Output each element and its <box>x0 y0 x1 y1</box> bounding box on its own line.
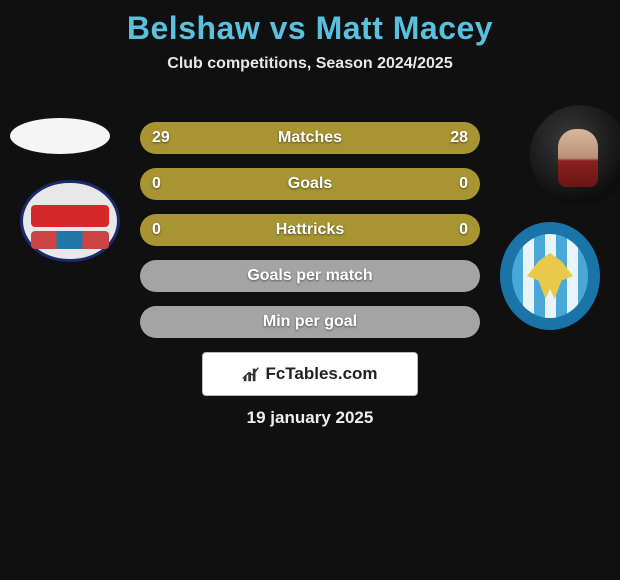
fctables-logo-box: FcTables.com <box>202 352 418 396</box>
stats-area: 29 Matches 28 0 Goals 0 0 Hattricks 0 Go… <box>140 122 480 352</box>
club-badge-left <box>20 180 120 262</box>
fctables-logo-text: FcTables.com <box>265 364 377 384</box>
comparison-infographic: Belshaw vs Matt Macey Club competitions,… <box>0 0 620 440</box>
bar-chart-icon <box>242 365 260 383</box>
stat-row-min-per-goal: Min per goal <box>140 306 480 338</box>
stat-label: Hattricks <box>276 221 344 239</box>
stat-row-hattricks: 0 Hattricks 0 <box>140 214 480 246</box>
stat-right-value: 0 <box>459 221 468 239</box>
stat-row-goals-per-match: Goals per match <box>140 260 480 292</box>
page-title: Belshaw vs Matt Macey <box>0 0 620 47</box>
stat-right-value: 0 <box>459 175 468 193</box>
stat-row-matches: 29 Matches 28 <box>140 122 480 154</box>
stat-left-value: 0 <box>152 175 161 193</box>
stat-label: Goals per match <box>247 267 372 285</box>
date-label: 19 january 2025 <box>0 408 620 428</box>
stat-label: Min per goal <box>263 313 357 331</box>
player-left-avatar-placeholder <box>10 118 110 154</box>
club-badge-right <box>500 222 600 330</box>
stat-left-value: 0 <box>152 221 161 239</box>
player-right-avatar <box>530 105 620 205</box>
stat-row-goals: 0 Goals 0 <box>140 168 480 200</box>
stat-left-value: 29 <box>152 129 170 147</box>
stat-right-value: 28 <box>450 129 468 147</box>
stat-label: Goals <box>288 175 332 193</box>
stat-label: Matches <box>278 129 342 147</box>
subtitle: Club competitions, Season 2024/2025 <box>0 55 620 73</box>
